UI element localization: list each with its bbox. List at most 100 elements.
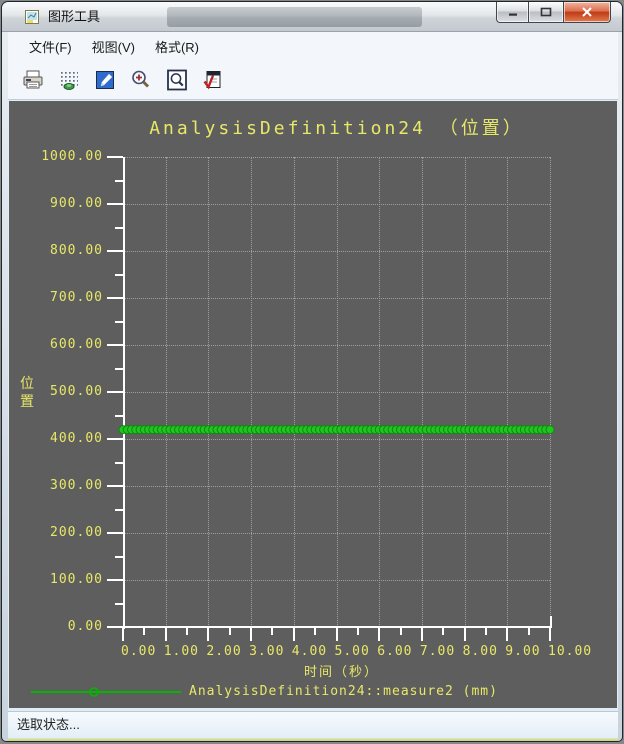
zoom-fit-icon bbox=[167, 69, 187, 90]
y-minor-tick bbox=[115, 555, 123, 558]
y-major-tick bbox=[107, 344, 123, 346]
y-major-tick bbox=[107, 250, 123, 252]
titlebar[interactable]: 图形工具 bbox=[2, 2, 622, 32]
series-marker bbox=[280, 425, 290, 435]
series-marker bbox=[310, 425, 320, 435]
edit-graph-button[interactable] bbox=[90, 65, 120, 95]
x-major-tick bbox=[250, 628, 253, 641]
series-marker bbox=[434, 425, 444, 435]
legend-marker bbox=[89, 687, 99, 697]
series-marker bbox=[191, 425, 201, 435]
y-tick-label: 700.00 bbox=[50, 290, 103, 305]
x-tick-label: 2.00 bbox=[206, 644, 242, 659]
series-marker bbox=[297, 425, 307, 435]
maximize-button[interactable] bbox=[529, 2, 564, 23]
x-axis-end-tick bbox=[550, 616, 552, 626]
h-gridline bbox=[125, 580, 550, 581]
series-marker bbox=[485, 425, 495, 435]
series-marker bbox=[404, 425, 414, 435]
x-minor-tick bbox=[527, 628, 530, 635]
menu-format[interactable]: 格式(R) bbox=[154, 39, 199, 55]
y-minor-tick bbox=[115, 179, 123, 182]
x-tick-label: 9.00 bbox=[505, 644, 541, 659]
series-plot bbox=[31, 425, 555, 697]
series-marker bbox=[327, 425, 337, 435]
series-marker bbox=[285, 425, 295, 435]
y-tick-label: 600.00 bbox=[50, 337, 103, 352]
series-marker bbox=[378, 425, 388, 435]
series-marker bbox=[489, 425, 499, 435]
series-marker bbox=[276, 425, 286, 435]
x-tick-label: 0.00 bbox=[121, 644, 157, 659]
y-tick-label: 500.00 bbox=[50, 384, 103, 399]
series-marker bbox=[238, 425, 248, 435]
y-tick-label: 0.00 bbox=[67, 619, 103, 634]
h-gridline bbox=[125, 204, 550, 205]
x-major-tick bbox=[207, 628, 210, 641]
y-major-tick bbox=[107, 203, 123, 205]
minimize-button[interactable] bbox=[496, 2, 529, 23]
close-button[interactable] bbox=[564, 2, 611, 23]
menubar: 文件(F) 视图(V) 格式(R) bbox=[8, 32, 618, 60]
y-major-tick bbox=[107, 297, 123, 299]
zoom-fit-button[interactable] bbox=[162, 65, 192, 95]
y-tick-label: 400.00 bbox=[50, 431, 103, 446]
series-marker bbox=[472, 425, 482, 435]
y-tick-label: 1000.00 bbox=[41, 149, 103, 164]
series-marker bbox=[425, 425, 435, 435]
window-chart-icon bbox=[24, 9, 40, 25]
grid-redraw-button[interactable] bbox=[54, 65, 84, 95]
series-marker bbox=[370, 425, 380, 435]
series-marker bbox=[421, 425, 431, 435]
x-major-tick bbox=[378, 628, 381, 641]
zoom-in-button[interactable] bbox=[126, 65, 156, 95]
menu-view[interactable]: 视图(V) bbox=[91, 39, 135, 55]
apply-check-button[interactable] bbox=[198, 65, 228, 95]
x-axis-line bbox=[123, 626, 552, 628]
y-minor-tick bbox=[115, 226, 123, 229]
series-marker bbox=[349, 425, 359, 435]
series-marker bbox=[515, 425, 525, 435]
series-marker bbox=[255, 425, 265, 435]
series-marker bbox=[259, 425, 269, 435]
series-marker bbox=[212, 425, 222, 435]
grid-redraw-icon bbox=[60, 70, 78, 90]
series-marker bbox=[229, 425, 239, 435]
h-gridline bbox=[125, 157, 550, 158]
v-gridline bbox=[550, 157, 551, 627]
v-gridline bbox=[507, 157, 509, 627]
series-marker bbox=[451, 425, 461, 435]
series-marker bbox=[250, 425, 260, 435]
series-marker bbox=[524, 425, 534, 435]
print-button[interactable] bbox=[18, 65, 48, 95]
series-marker bbox=[208, 425, 218, 435]
chart-title: AnalysisDefinition24 （位置） bbox=[149, 118, 524, 139]
legend-label: AnalysisDefinition24::measure2 (mm) bbox=[189, 684, 498, 699]
series-marker bbox=[127, 425, 137, 435]
y-major-tick bbox=[107, 626, 123, 628]
chart-canvas[interactable]: AnalysisDefinition24 （位置） 位置 0.00 100.00 200… bbox=[9, 101, 617, 708]
y-axis-title: 置 bbox=[20, 394, 34, 410]
x-major-tick bbox=[292, 628, 295, 641]
series-marker bbox=[536, 425, 546, 435]
window-controls bbox=[496, 2, 611, 23]
x-major-tick bbox=[122, 628, 124, 641]
apply-check-icon bbox=[203, 70, 221, 89]
menu-file[interactable]: 文件(F) bbox=[29, 39, 72, 55]
v-gridline bbox=[165, 157, 167, 627]
x-minor-tick bbox=[442, 628, 445, 635]
series-marker bbox=[144, 425, 154, 435]
series-marker bbox=[156, 425, 166, 435]
series-marker bbox=[139, 425, 149, 435]
series-marker bbox=[357, 425, 367, 435]
y-tick-label: 300.00 bbox=[50, 478, 103, 493]
series-marker bbox=[135, 425, 145, 435]
series-marker bbox=[383, 425, 393, 435]
window-bottom-edge bbox=[8, 738, 618, 741]
series-marker bbox=[344, 425, 354, 435]
x-major-tick bbox=[506, 628, 509, 641]
series-marker bbox=[519, 425, 529, 435]
series-marker bbox=[314, 425, 324, 435]
series-marker bbox=[430, 425, 440, 435]
